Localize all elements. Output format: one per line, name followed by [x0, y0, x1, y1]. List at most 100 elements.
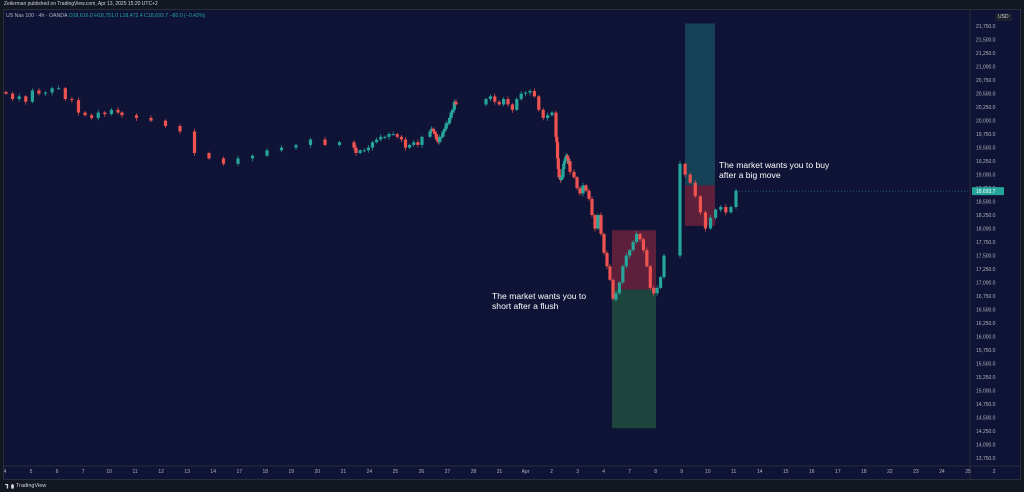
candle-body [250, 155, 255, 159]
candle-body [430, 128, 434, 132]
x-tick-label: 11 [731, 469, 736, 475]
candle-body [103, 112, 107, 115]
tradingview-logo[interactable]: TradingView [5, 483, 46, 489]
symbol-label: US Nas 100 · 4h · OANDA [6, 13, 68, 19]
candle-body [515, 99, 519, 110]
candle-body [655, 287, 659, 294]
candle-body [24, 96, 28, 102]
candle-body [628, 250, 632, 256]
x-tick-label: 11 [133, 469, 138, 475]
candle-body [221, 158, 226, 164]
candle-body [4, 92, 8, 94]
y-tick-label: 16,500.0 [976, 308, 996, 314]
y-tick-label: 19,750.0 [976, 132, 996, 138]
y-tick-label: 17,000.0 [976, 281, 996, 287]
candle-body [662, 255, 666, 278]
candle-body [76, 100, 81, 113]
candle-body [444, 123, 448, 129]
x-tick-label: 18 [861, 469, 867, 475]
candle-body [412, 142, 416, 145]
y-tick-label: 21,000.0 [976, 65, 996, 71]
candle-body [163, 120, 168, 127]
candle-body [596, 215, 600, 229]
y-tick-label: 20,000.0 [976, 119, 996, 125]
x-tick-label: 14 [757, 469, 763, 475]
price-chart[interactable]: 21,750.0 21,500.0 21,250.0 21,000.0 20,750.0… [4, 10, 1020, 480]
y-tick-label: 15,000.0 [976, 388, 996, 394]
candle-body [734, 190, 738, 207]
footer-bar [0, 481, 1024, 492]
candle-body [375, 139, 379, 143]
candle-body [207, 153, 211, 159]
candle-body [572, 171, 576, 178]
candle-body [192, 131, 197, 154]
candle-body [563, 158, 567, 162]
candle-body [703, 212, 708, 229]
y-tick-label: 14,500.0 [976, 415, 996, 421]
x-tick-label: 8 [654, 469, 657, 475]
candle-body [617, 282, 622, 294]
candle-body [587, 190, 591, 199]
candle-body [294, 144, 298, 148]
candle-body [698, 196, 702, 213]
candle-body [683, 163, 687, 175]
candle-body [433, 131, 437, 135]
attribution-bar: Zeilerman published on TradingView.com, … [0, 0, 1024, 9]
y-tick-label: 17,250.0 [976, 267, 996, 273]
candle-body [446, 123, 450, 125]
candle-body [109, 109, 114, 115]
candle-body [391, 134, 395, 136]
candle-body [528, 90, 532, 93]
candle-body [560, 177, 564, 179]
candle-body [575, 177, 579, 189]
x-tick-label: 4 [4, 469, 7, 475]
candle-body [17, 96, 21, 100]
candle-body [370, 142, 375, 148]
x-tick-label: 26 [419, 469, 425, 475]
candle-body [502, 99, 506, 105]
currency-label[interactable]: USD [995, 13, 1012, 21]
x-tick-label: 22 [887, 469, 893, 475]
candle-body [688, 174, 692, 183]
x-tick-label: 7 [82, 469, 85, 475]
candle-body [428, 131, 432, 137]
y-tick-label: 19,500.0 [976, 146, 996, 152]
candle-body [30, 90, 34, 102]
x-tick-label: 10 [106, 469, 112, 475]
y-tick-label: 17,750.0 [976, 240, 996, 246]
candle-body [337, 142, 342, 145]
candle-body [537, 96, 541, 110]
x-tick-label: 16 [809, 469, 815, 475]
y-tick-label: 18,250.0 [976, 213, 996, 219]
y-tick-label: 13,750.0 [976, 456, 996, 462]
candle-body [497, 101, 501, 105]
x-tick-label: 18 [262, 469, 268, 475]
y-tick-label: 16,000.0 [976, 334, 996, 340]
candle-body [562, 163, 566, 170]
y-tick-label: 20,750.0 [976, 78, 996, 84]
x-tick-label: 21 [341, 469, 347, 475]
candle-body [729, 206, 733, 213]
candle-body [449, 112, 453, 118]
candle-body [90, 115, 94, 118]
candle-body [510, 104, 514, 110]
candle-body [443, 128, 447, 132]
last-price-label: 18,693.7 [976, 189, 996, 195]
x-tick-label: 31 [497, 469, 503, 475]
candle-body [488, 96, 492, 100]
candle-body [562, 161, 567, 164]
y-tick-label: 16,750.0 [976, 294, 996, 300]
candle-body [420, 136, 424, 145]
x-tick-label: 24 [939, 469, 945, 475]
y-tick-label: 18,500.0 [976, 200, 996, 206]
candle-body [724, 206, 728, 213]
candle-body [645, 250, 649, 267]
candle-body [557, 169, 561, 178]
candle-body [519, 93, 523, 100]
candle-body [638, 233, 642, 240]
candle-body [134, 115, 139, 118]
candle-body [555, 142, 560, 159]
candle-body [436, 139, 440, 143]
candle-body [10, 93, 15, 100]
candle-body [447, 117, 452, 124]
